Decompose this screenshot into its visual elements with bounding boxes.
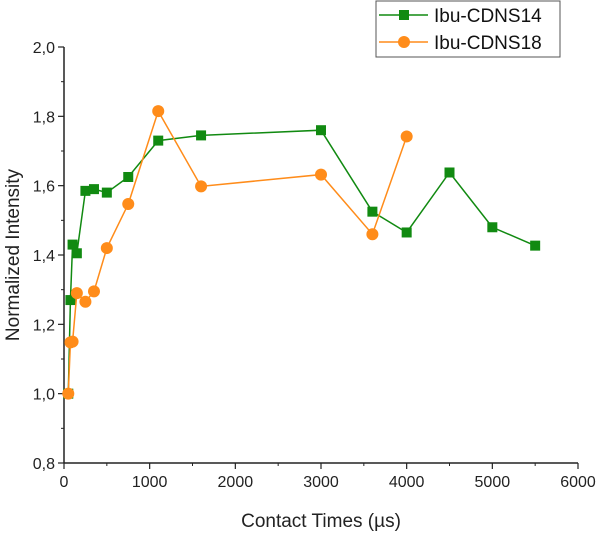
y-axis-label: Normalized Intensity (3, 168, 24, 341)
data-point-circle (315, 168, 327, 181)
legend-square-marker-icon (399, 10, 409, 20)
data-point-square (123, 172, 134, 182)
x-tick-label: 5000 (475, 474, 511, 491)
x-tick-label: 2000 (218, 474, 254, 491)
data-point-circle (79, 295, 92, 308)
x-tick-label: 1000 (132, 474, 168, 491)
legend: Ibu-CDNS14 Ibu-CDNS18 (375, 0, 561, 58)
data-point-circle (400, 130, 413, 143)
data-point-square (316, 125, 326, 136)
data-point-square (401, 227, 412, 238)
x-axis-label: Contact Times (µs) (241, 511, 401, 532)
data-point-circle (366, 228, 379, 241)
data-point-circle (87, 285, 100, 298)
x-tick-label: 3000 (303, 474, 339, 491)
data-point-circle (152, 105, 165, 118)
data-point-square (88, 184, 99, 195)
data-point-square (71, 248, 82, 259)
data-point-square (444, 167, 455, 178)
y-tick-label: 0,8 (33, 456, 55, 473)
x-tick-label: 6000 (560, 474, 596, 491)
y-tick-label: 1,8 (33, 109, 55, 126)
series-line (67, 109, 408, 394)
series-line (67, 129, 536, 394)
data-point-circle (70, 287, 83, 300)
series-layer (62, 105, 541, 400)
y-tick-label: 1,2 (33, 317, 55, 334)
data-point-square (153, 135, 164, 146)
data-point-square (530, 240, 541, 251)
data-point-circle (100, 242, 113, 255)
data-point-square (487, 222, 498, 233)
data-point-circle (195, 180, 208, 193)
x-tick-label: 4000 (389, 474, 425, 491)
y-tick-label: 1,6 (33, 179, 55, 196)
legend-circle-marker-icon (398, 36, 410, 48)
data-point-square (101, 187, 112, 198)
data-point-square (65, 295, 76, 306)
data-point-square (80, 185, 91, 196)
data-point-circle (66, 335, 79, 348)
x-tick-label: 0 (60, 474, 69, 491)
y-tick-label: 1,0 (33, 387, 55, 404)
legend-label-ibu-cdns18: Ibu-CDNS18 (434, 33, 542, 54)
y-tick-label: 2,0 (33, 40, 55, 57)
axes: 0 1000 2000 3000 4000 5000 6000 0,8 1,0 1,2 1,4 1,6… (33, 40, 596, 491)
y-tick-label: 1,4 (33, 248, 55, 265)
data-point-square (196, 130, 207, 141)
data-point-circle (122, 198, 135, 211)
data-point-square (67, 239, 78, 250)
data-point-square (367, 206, 378, 217)
series-ibu-cdns14 (63, 125, 541, 399)
legend-label-ibu-cdns14: Ibu-CDNS14 (434, 6, 542, 27)
series-ibu-cdns18 (62, 105, 413, 400)
data-point-circle (62, 387, 75, 400)
